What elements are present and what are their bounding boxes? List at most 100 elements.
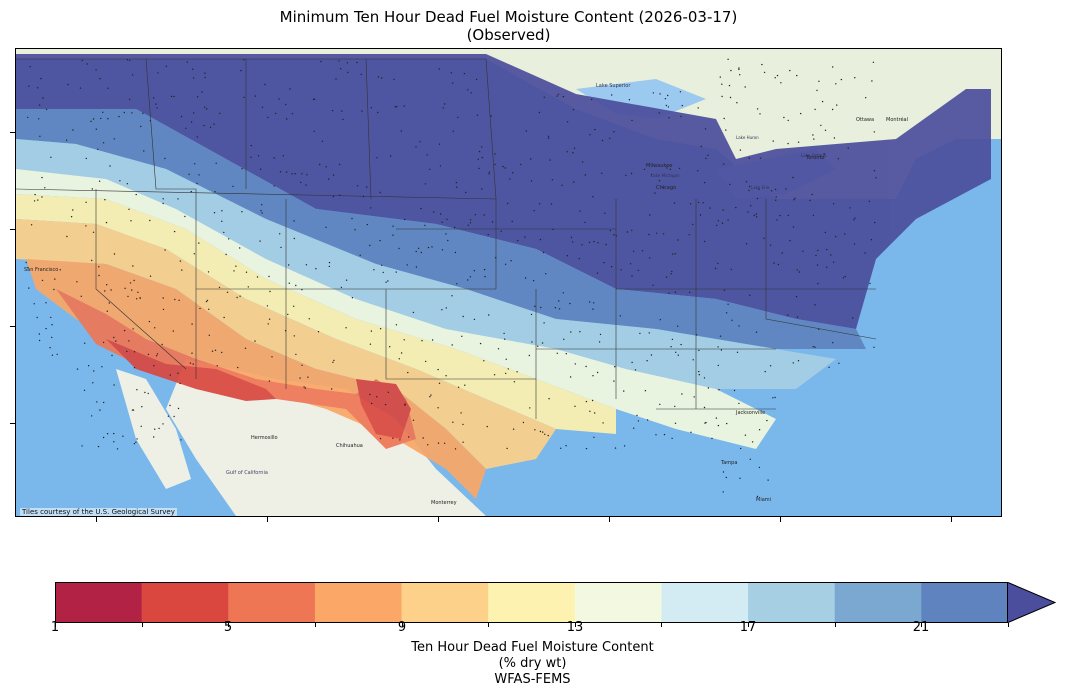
station-dot <box>304 387 306 389</box>
colorbar-label: Ten Hour Dead Fuel Moisture Content <box>411 640 654 655</box>
station-dot <box>404 404 406 406</box>
station-dot <box>417 247 420 249</box>
station-dot <box>41 176 43 179</box>
station-dot <box>854 77 856 79</box>
station-dot <box>118 115 120 118</box>
station-dot <box>776 219 778 221</box>
station-dot <box>794 197 796 199</box>
station-dot <box>507 202 509 205</box>
colorbar-tick-label: 9 <box>397 620 407 635</box>
station-dot <box>90 120 92 123</box>
station-dot <box>28 287 30 289</box>
station-dot <box>128 208 130 210</box>
station-dot <box>443 103 446 105</box>
place-label: Montréal <box>886 116 908 123</box>
station-dot <box>772 140 774 142</box>
station-dot <box>214 349 217 351</box>
station-dot <box>225 253 227 256</box>
station-dot <box>652 284 654 286</box>
station-dot <box>796 74 798 77</box>
station-dot <box>722 471 725 473</box>
station-dot <box>620 269 622 271</box>
station-dot <box>597 242 599 244</box>
station-dot <box>136 438 138 440</box>
station-dot <box>718 389 720 391</box>
station-dot <box>59 269 61 271</box>
station-dot <box>433 211 435 213</box>
station-dot <box>729 183 731 186</box>
station-dot <box>451 295 453 297</box>
station-dot <box>254 340 256 342</box>
station-dot <box>295 284 297 287</box>
station-dot <box>592 308 594 310</box>
station-dot <box>162 198 164 200</box>
station-dot <box>629 263 632 265</box>
station-dot <box>70 216 73 218</box>
station-dot <box>785 188 787 190</box>
station-dot <box>162 202 164 205</box>
station-dot <box>396 105 398 108</box>
station-dot <box>379 239 381 242</box>
station-dot <box>392 437 394 439</box>
station-dot <box>478 150 481 153</box>
station-dot <box>223 316 225 319</box>
station-dot <box>668 117 670 119</box>
station-dot <box>727 303 729 305</box>
station-dot <box>154 428 156 430</box>
station-dot <box>594 412 596 414</box>
station-dot <box>38 104 41 106</box>
station-dot <box>842 277 845 279</box>
station-dot <box>211 350 214 352</box>
station-dot <box>821 100 824 103</box>
station-dot <box>91 259 93 262</box>
station-dot <box>702 202 704 204</box>
station-dot <box>99 78 101 80</box>
station-dot <box>483 268 486 271</box>
station-dot <box>345 327 347 329</box>
station-dot <box>547 135 550 137</box>
station-dot <box>115 340 117 342</box>
station-dot <box>639 332 641 335</box>
station-dot <box>633 427 635 429</box>
station-dot <box>420 207 422 210</box>
station-dot <box>273 185 275 187</box>
station-dot <box>392 234 394 236</box>
station-dot <box>847 147 849 149</box>
station-dot <box>699 214 702 216</box>
station-dot <box>649 257 651 259</box>
station-dot <box>769 365 772 367</box>
station-dot <box>196 96 199 98</box>
station-dot <box>688 291 691 294</box>
station-dot <box>667 94 669 97</box>
station-dot <box>719 335 722 337</box>
station-dot <box>173 230 176 233</box>
station-dot <box>735 206 737 209</box>
place-label: Lake Superior <box>596 83 631 89</box>
station-dot <box>557 93 560 96</box>
station-dot <box>636 414 638 417</box>
station-dot <box>147 353 150 356</box>
station-dot <box>236 296 238 299</box>
station-dot <box>452 421 454 423</box>
station-dot <box>136 389 138 391</box>
station-dot <box>837 158 839 160</box>
station-dot <box>547 434 549 437</box>
station-dot <box>493 374 496 376</box>
station-dot <box>745 243 748 245</box>
station-dot <box>542 251 545 254</box>
station-dot <box>123 111 126 114</box>
station-dot <box>830 254 832 256</box>
station-dot <box>394 106 396 108</box>
station-dot <box>237 366 239 369</box>
station-dot <box>126 350 128 353</box>
station-dot <box>738 325 740 327</box>
station-dot <box>408 436 410 438</box>
station-dot <box>667 106 670 108</box>
station-dot <box>190 121 193 123</box>
station-dot <box>812 346 814 348</box>
station-dot <box>818 328 820 330</box>
station-dot <box>486 425 488 428</box>
colorbar-tick <box>315 623 316 627</box>
station-dot <box>812 134 814 136</box>
station-dot <box>656 232 658 234</box>
